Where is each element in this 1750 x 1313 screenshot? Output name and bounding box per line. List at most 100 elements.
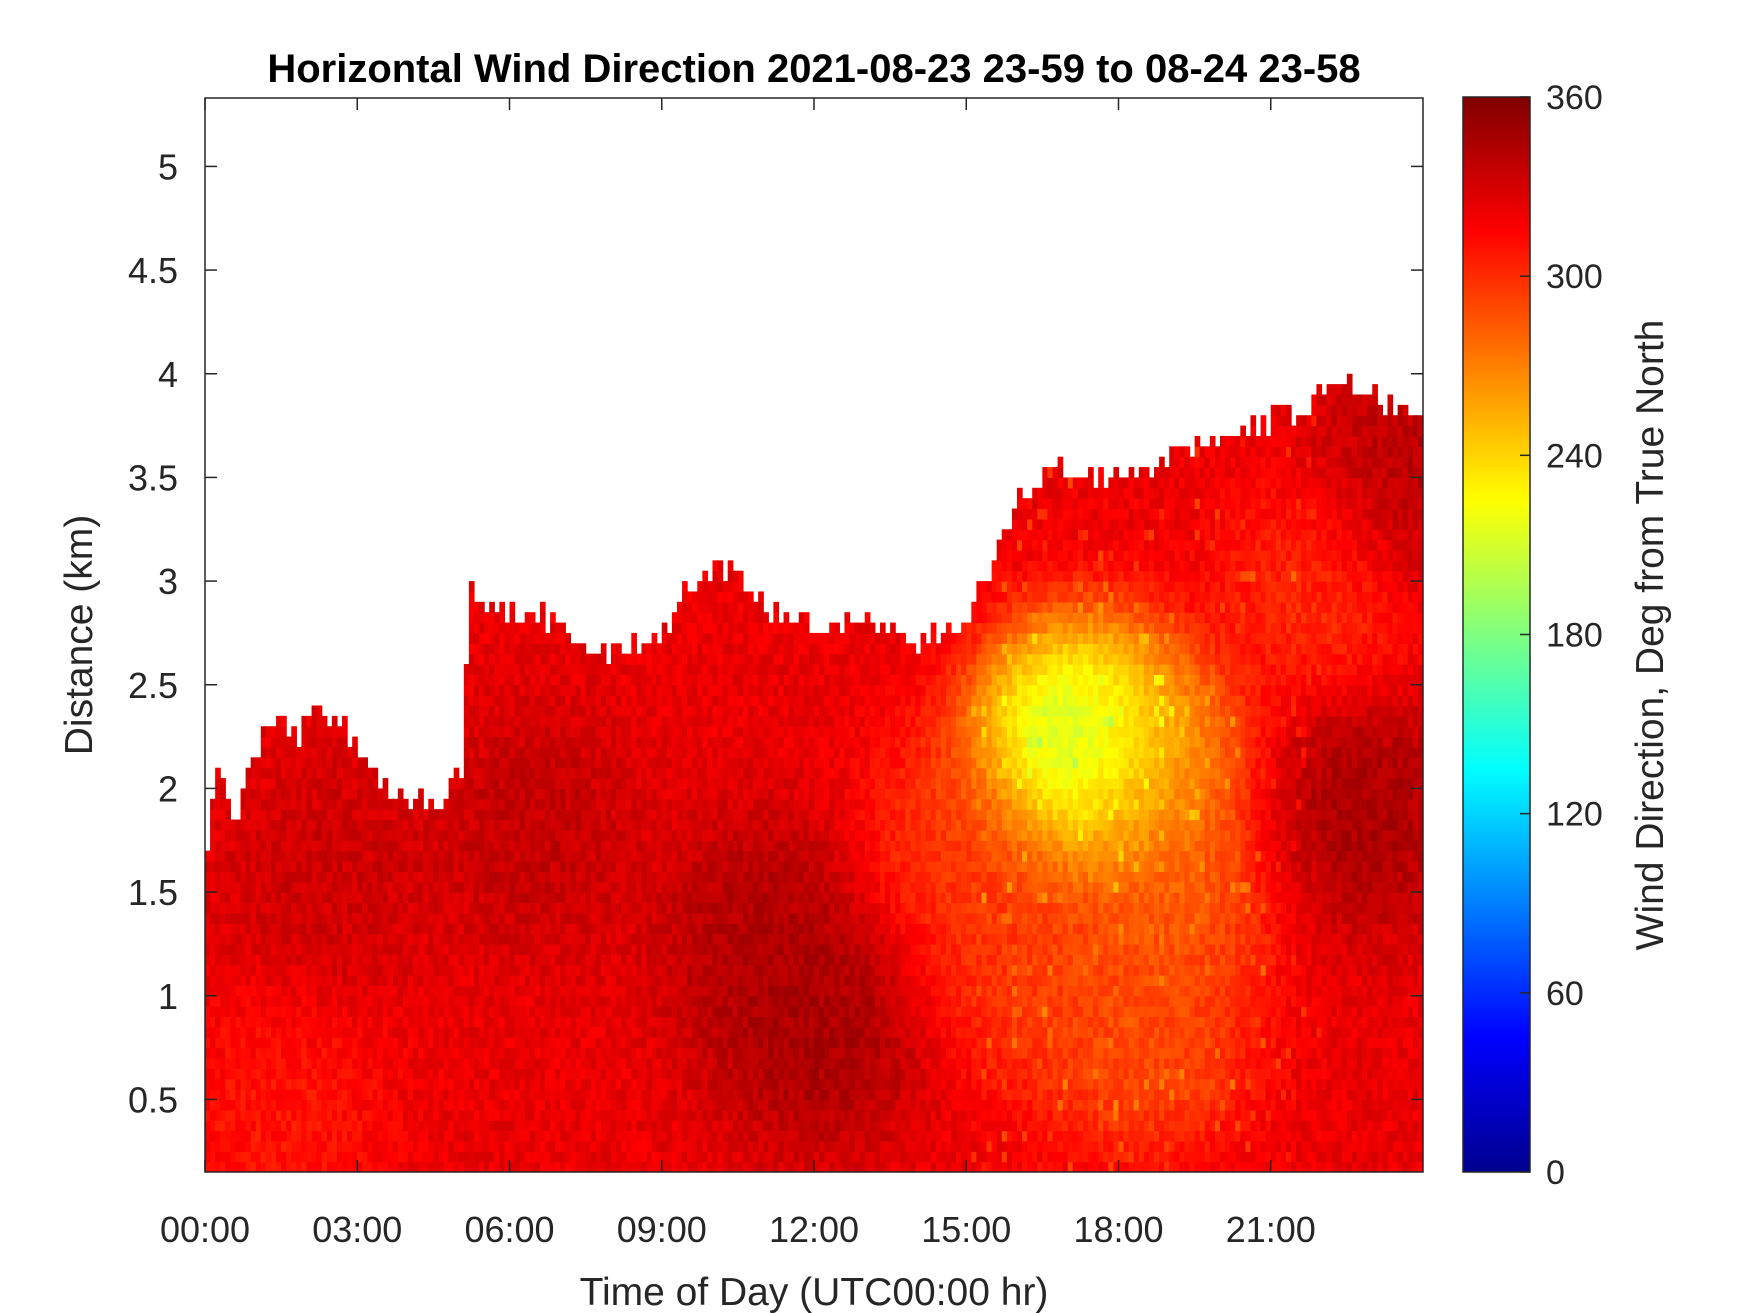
heatmap-cell: [676, 819, 683, 831]
heatmap-cell: [443, 819, 450, 831]
heatmap-cell: [621, 757, 627, 769]
heatmap-cell: [712, 778, 719, 790]
heatmap-cell: [600, 1140, 607, 1152]
heatmap-cell: [682, 1047, 688, 1059]
heatmap-cell: [626, 715, 632, 727]
heatmap-cell: [722, 622, 729, 634]
heatmap-cell: [697, 1151, 703, 1163]
heatmap-cell: [418, 861, 424, 872]
heatmap-cell: [590, 695, 597, 707]
heatmap-cell: [687, 664, 693, 675]
heatmap-cell: [418, 912, 424, 924]
heatmap-cell: [509, 622, 516, 634]
heatmap-cell: [357, 840, 363, 852]
heatmap-cell: [555, 664, 561, 675]
heatmap-cell: [580, 757, 587, 769]
heatmap-cell: [458, 1078, 465, 1090]
heatmap-cell: [727, 964, 734, 976]
heatmap-cell: [489, 840, 495, 852]
heatmap-cell: [621, 736, 627, 748]
heatmap-cell: [575, 933, 582, 945]
heatmap-cell: [230, 861, 237, 872]
heatmap-cell: [210, 954, 216, 966]
heatmap-cell: [210, 1140, 216, 1152]
heatmap-cell: [301, 1047, 308, 1059]
heatmap-cell: [468, 840, 475, 852]
heatmap-cell: [438, 964, 445, 976]
heatmap-cell: [260, 902, 267, 914]
heatmap-cell: [473, 1140, 480, 1152]
heatmap-cell: [382, 881, 389, 893]
heatmap-cell: [565, 1047, 571, 1059]
heatmap-cell: [265, 1089, 272, 1101]
heatmap-cell: [463, 923, 470, 935]
heatmap-cell: [205, 1120, 211, 1132]
heatmap-cell: [661, 975, 668, 986]
heatmap-cell: [580, 1016, 587, 1028]
heatmap-cell: [504, 923, 511, 935]
heatmap-cell: [717, 1016, 724, 1028]
heatmap-cell: [235, 829, 242, 841]
heatmap-cell: [616, 664, 622, 675]
heatmap-cell: [484, 809, 490, 821]
heatmap-cell: [600, 985, 607, 997]
heatmap-cell: [641, 1161, 648, 1172]
heatmap-cell: [717, 1006, 724, 1018]
heatmap-cell: [545, 705, 551, 717]
heatmap-cell: [210, 1099, 216, 1111]
heatmap-cell: [509, 695, 516, 707]
heatmap-cell: [230, 1089, 237, 1101]
heatmap-cell: [560, 1078, 566, 1090]
heatmap-cell: [692, 912, 698, 924]
heatmap-cell: [210, 1037, 216, 1049]
heatmap-cell: [448, 1047, 455, 1059]
heatmap-cell: [413, 798, 419, 810]
heatmap-cell: [519, 643, 526, 655]
heatmap-cell: [362, 840, 368, 852]
heatmap-cell: [408, 881, 414, 893]
heatmap-cell: [560, 705, 566, 717]
heatmap-cell: [433, 912, 440, 924]
heatmap-cell: [524, 653, 531, 665]
heatmap-cell: [484, 1109, 490, 1121]
heatmap-cell: [316, 1151, 323, 1163]
heatmap-cell: [585, 1161, 592, 1172]
heatmap-cell: [692, 746, 698, 758]
heatmap-cell: [717, 1047, 724, 1059]
heatmap-cell: [397, 933, 404, 945]
heatmap-cell: [671, 1161, 678, 1172]
heatmap-cell: [240, 902, 247, 914]
heatmap-cell: [616, 995, 622, 1007]
heatmap-cell: [245, 892, 252, 904]
heatmap-cell: [362, 1151, 368, 1163]
heatmap-cell: [616, 1140, 622, 1152]
heatmap-cell: [560, 954, 566, 966]
heatmap-cell: [291, 892, 297, 904]
heatmap-cell: [585, 1037, 592, 1049]
heatmap-cell: [529, 674, 536, 686]
heatmap-cell: [311, 1068, 318, 1080]
heatmap-cell: [316, 871, 323, 883]
heatmap-cell: [676, 1047, 683, 1059]
heatmap-cell: [590, 995, 597, 1007]
heatmap-cell: [595, 1068, 602, 1080]
heatmap-cell: [382, 892, 389, 904]
heatmap-cell: [331, 1130, 338, 1142]
heatmap-cell: [727, 943, 734, 955]
heatmap-cell: [676, 902, 683, 914]
heatmap-cell: [362, 788, 368, 800]
heatmap-cell: [392, 1130, 399, 1142]
heatmap-cell: [611, 674, 617, 686]
heatmap-cell: [626, 1047, 632, 1059]
heatmap-cell: [499, 1068, 506, 1080]
heatmap-cell: [737, 881, 744, 893]
heatmap-cell: [534, 1006, 541, 1018]
heatmap-cell: [316, 767, 323, 779]
heatmap-cell: [453, 954, 460, 966]
heatmap-cell: [499, 798, 506, 810]
heatmap-cell: [519, 809, 526, 821]
heatmap-cell: [692, 923, 698, 935]
heatmap-cell: [651, 1140, 658, 1152]
heatmap-cell: [702, 964, 709, 976]
heatmap-cell: [473, 892, 480, 904]
